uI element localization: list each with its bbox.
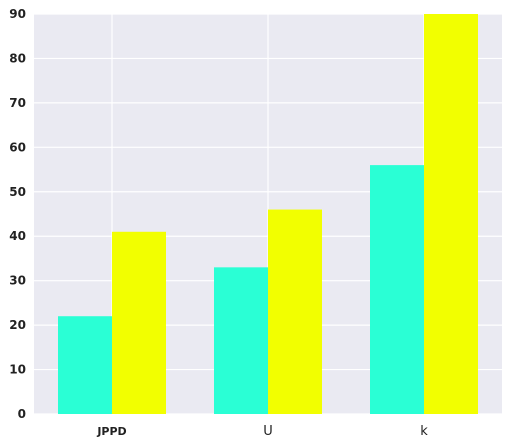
bar-series1-U	[214, 267, 268, 414]
bar-series2-U	[268, 209, 322, 414]
y-tick-label: 40	[9, 229, 26, 243]
y-tick-label: 30	[9, 274, 26, 288]
x-tick-label: U	[263, 424, 273, 439]
bar-series2-k	[424, 14, 478, 414]
x-tick-label: JPPD	[96, 425, 126, 438]
y-tick-label: 10	[9, 363, 26, 377]
bar-series1-JPPD	[58, 316, 112, 414]
bars	[58, 14, 478, 414]
bar-series1-k	[370, 165, 424, 414]
y-tick-label: 50	[9, 185, 26, 199]
y-tick-label: 70	[9, 96, 26, 110]
y-tick-label: 80	[9, 51, 26, 65]
x-tick-label: k	[420, 424, 428, 439]
y-tick-label: 90	[9, 7, 26, 21]
y-tick-label: 0	[18, 407, 26, 421]
bar-series2-JPPD	[112, 231, 166, 414]
y-axis-tick-labels: 0 10 20 30 40 50 60 70 80 90	[9, 7, 26, 421]
y-tick-label: 20	[9, 318, 26, 332]
y-tick-label: 60	[9, 140, 26, 154]
